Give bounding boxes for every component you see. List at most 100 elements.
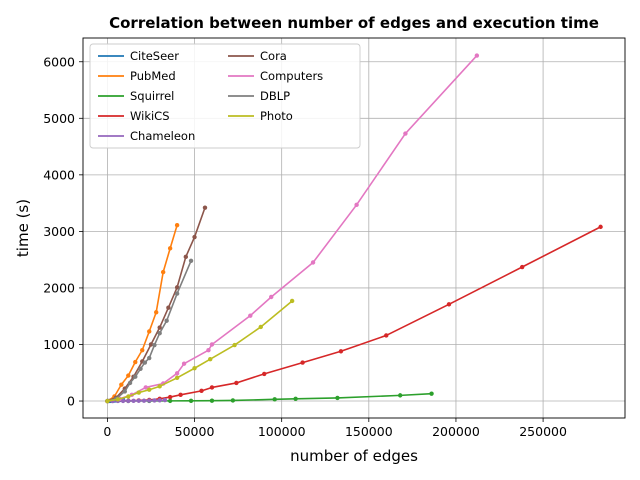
y-tick-label: 4000 (43, 167, 75, 182)
data-point-dblp (127, 380, 133, 386)
ticks: 0 50000 100000 150000 200000 250000 0 1000 2000 3… (43, 54, 567, 439)
data-point-chameleon (147, 398, 152, 403)
x-tick-label: 200000 (432, 424, 480, 439)
data-point-pubmed (140, 347, 145, 353)
x-tick-label: 50000 (175, 424, 215, 439)
data-point-chameleon (136, 398, 141, 403)
chart-title: Correlation between number of edges and … (109, 14, 599, 32)
data-point-computers (248, 313, 253, 318)
data-point-pubmed (167, 246, 173, 251)
data-point-photo (289, 298, 295, 304)
y-tick-label: 6000 (43, 54, 75, 69)
data-point-wikics (167, 394, 173, 400)
data-point-wikics (178, 392, 183, 398)
data-point-photo (126, 394, 131, 399)
data-point-wikics (446, 302, 452, 307)
series-line-cora (107, 207, 206, 402)
data-point-wikics (598, 224, 603, 230)
data-point-chameleon (141, 398, 147, 403)
data-point-photo (136, 390, 141, 395)
series-line-photo (107, 300, 293, 402)
data-point-cora (202, 205, 208, 210)
data-point-computers (310, 260, 316, 265)
data-point-squirrel (209, 398, 215, 403)
x-tick-label: 150000 (345, 424, 393, 439)
data-point-pubmed (160, 269, 166, 275)
legend-label-citeseer: CiteSeer (130, 49, 179, 63)
data-point-chameleon (126, 398, 131, 404)
data-point-cora (157, 325, 162, 330)
x-tick-label: 250000 (519, 424, 567, 439)
data-point-computers (143, 385, 148, 390)
data-point-photo (258, 324, 263, 330)
data-point-squirrel (272, 397, 277, 402)
data-point-photo (208, 356, 213, 362)
series-layer (105, 53, 603, 404)
data-point-photo (192, 366, 197, 371)
data-point-squirrel (429, 391, 434, 396)
legend-label-wikics: WikiCS (130, 109, 170, 123)
data-point-pubmed (174, 222, 180, 228)
data-point-wikics (199, 388, 204, 394)
data-point-wikics (384, 333, 389, 338)
data-point-computers (269, 294, 274, 300)
data-point-photo (174, 375, 180, 381)
data-point-computers (209, 342, 215, 347)
legend-label-chameleon: Chameleon (130, 129, 195, 143)
legend: CiteSeer PubMed Squirrel WikiCS Chameleon Cor… (89, 43, 361, 149)
data-point-squirrel (335, 395, 340, 401)
data-point-wikics (262, 371, 267, 377)
data-point-pubmed (147, 329, 152, 334)
data-point-photo (232, 342, 237, 348)
data-point-chameleon (162, 397, 168, 403)
data-point-computers (403, 131, 408, 136)
data-point-wikics (300, 360, 305, 365)
data-point-wikics (519, 264, 525, 270)
series-cora (105, 205, 208, 404)
data-point-chameleon (120, 398, 126, 404)
y-tick-label: 2000 (43, 280, 75, 295)
data-point-computers (181, 361, 187, 366)
data-point-computers (354, 202, 359, 208)
x-tick-label: 0 (103, 424, 111, 439)
data-point-chameleon (131, 398, 136, 404)
data-point-dblp (122, 389, 128, 394)
data-point-dblp (174, 291, 180, 296)
data-point-dblp (188, 258, 194, 263)
data-point-cora (174, 285, 180, 290)
data-point-cora (148, 342, 154, 347)
legend-label-photo: Photo (260, 109, 293, 123)
data-point-pubmed (154, 310, 159, 315)
data-point-dblp (147, 355, 152, 361)
data-point-pubmed (119, 382, 124, 387)
legend-box (89, 43, 361, 149)
y-tick-label: 1000 (43, 337, 75, 352)
x-tick-label: 100000 (258, 424, 306, 439)
data-point-squirrel (397, 393, 403, 398)
data-point-cora (183, 254, 189, 260)
x-axis-label: number of edges (290, 447, 418, 465)
data-point-photo (115, 397, 121, 402)
legend-label-dblp: DBLP (260, 89, 290, 103)
data-point-photo (157, 384, 162, 389)
data-point-dblp (133, 374, 138, 379)
data-point-wikics (338, 349, 344, 354)
data-point-dblp (157, 330, 162, 336)
data-point-squirrel (188, 398, 194, 404)
data-point-dblp (142, 360, 148, 365)
data-point-chameleon (152, 398, 157, 403)
data-point-dblp (152, 342, 157, 348)
legend-label-pubmed: PubMed (130, 69, 176, 83)
data-point-dblp (138, 366, 143, 371)
plot-frame (82, 37, 626, 419)
data-point-pubmed (126, 373, 131, 378)
data-point-cora (166, 305, 171, 310)
data-point-dblp (164, 318, 169, 323)
data-point-cora (192, 234, 197, 240)
series-pubmed (105, 222, 180, 404)
data-point-photo (105, 398, 110, 404)
y-tick-label: 5000 (43, 111, 75, 126)
legend-label-cora: Cora (260, 49, 287, 63)
data-point-squirrel (230, 398, 236, 403)
